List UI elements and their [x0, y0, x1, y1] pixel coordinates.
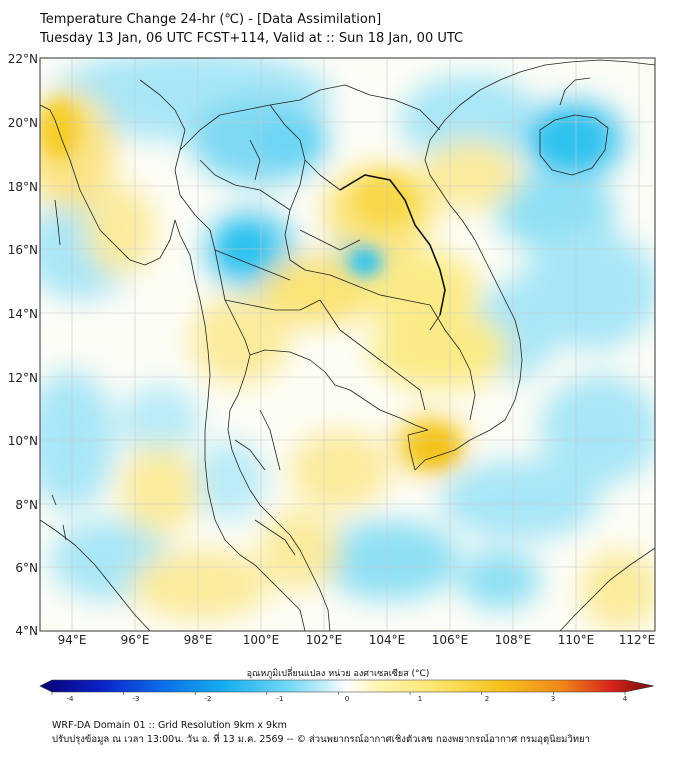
lon-label: 108°E — [495, 633, 532, 647]
lon-label: 94°E — [58, 633, 87, 647]
temperature-field — [40, 58, 655, 630]
lon-label: 104°E — [369, 633, 406, 647]
longitude-labels: 94°E 96°E 98°E 100°E 102°E 104°E 106°E 1… — [58, 633, 656, 647]
colorbar: -4 -3 -2 -1 0 1 2 3 4 — [39, 679, 655, 703]
latitude-labels: 22°N 20°N 18°N 16°N 14°N 12°N 10°N 8°N 6… — [8, 52, 38, 638]
footer: WRF-DA Domain 01 :: Grid Resolution 9km … — [52, 719, 590, 747]
colorbar-tick: 3 — [551, 695, 555, 703]
lat-label: 14°N — [8, 307, 38, 321]
colorbar-bar — [39, 679, 655, 693]
lat-label: 8°N — [15, 498, 38, 512]
lat-label: 12°N — [8, 371, 38, 385]
lon-label: 106°E — [432, 633, 469, 647]
colorbar-tick: 0 — [345, 695, 349, 703]
colorbar-tick: -1 — [277, 695, 284, 703]
title-line-1: Temperature Change 24-hr (℃) - [Data Ass… — [40, 12, 382, 27]
colorbar-tick: 1 — [418, 695, 422, 703]
lon-label: 102°E — [306, 633, 343, 647]
lat-label: 16°N — [8, 243, 38, 257]
footer-line-1: WRF-DA Domain 01 :: Grid Resolution 9km … — [52, 720, 287, 731]
lon-label: 98°E — [184, 633, 213, 647]
footer-line-2: ปรับปรุงข้อมูล ณ เวลา 13:00น. วัน อ. ที่… — [52, 734, 590, 745]
lat-label: 18°N — [8, 180, 38, 194]
colorbar-tick: -2 — [205, 695, 212, 703]
lon-label: 100°E — [243, 633, 280, 647]
lat-label: 22°N — [8, 52, 38, 66]
colorbar-tick: 2 — [485, 695, 489, 703]
map-title: Temperature Change 24-hr (℃) - [Data Ass… — [40, 10, 463, 48]
gridlines — [40, 58, 655, 631]
colorbar-tick: 4 — [623, 695, 628, 703]
lon-label: 112°E — [619, 633, 656, 647]
lat-label: 10°N — [8, 434, 38, 448]
lat-label: 4°N — [15, 624, 38, 638]
lat-label: 20°N — [8, 116, 38, 130]
lat-label: 6°N — [15, 561, 38, 575]
lon-label: 96°E — [121, 633, 150, 647]
highlight-border — [339, 174, 446, 316]
colorbar-label: อุณหภูมิเปลี่ยนแปลง หน่วย องศาเซลเซียส (… — [246, 669, 430, 679]
colorbar-tick: -4 — [67, 695, 75, 703]
title-line-2: Tuesday 13 Jan, 06 UTC FCST+114, Valid a… — [40, 31, 464, 46]
map-frame — [39, 57, 656, 632]
lon-label: 110°E — [558, 633, 595, 647]
colorbar-tick: -3 — [133, 695, 140, 703]
